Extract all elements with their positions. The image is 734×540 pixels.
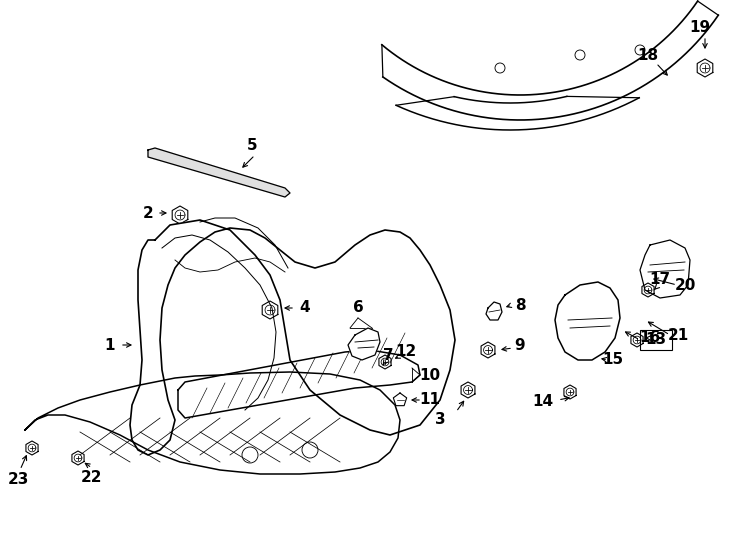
Text: 17: 17 <box>650 273 671 287</box>
Text: 15: 15 <box>603 353 624 368</box>
Text: 23: 23 <box>7 472 29 488</box>
Text: 13: 13 <box>645 333 666 348</box>
Polygon shape <box>486 302 502 320</box>
Text: 2: 2 <box>142 206 153 220</box>
Text: 14: 14 <box>532 395 553 409</box>
Bar <box>640 330 672 350</box>
Text: 1: 1 <box>105 338 115 353</box>
Text: 9: 9 <box>515 338 526 353</box>
Text: 10: 10 <box>419 368 440 382</box>
Text: 21: 21 <box>667 327 688 342</box>
Text: 5: 5 <box>247 138 258 152</box>
Text: 19: 19 <box>689 21 711 36</box>
Polygon shape <box>178 350 420 418</box>
Polygon shape <box>640 240 690 298</box>
Text: 4: 4 <box>299 300 310 315</box>
Text: 22: 22 <box>81 470 103 485</box>
Text: 8: 8 <box>515 298 526 313</box>
Text: 18: 18 <box>637 48 658 63</box>
Text: 16: 16 <box>639 330 661 346</box>
Polygon shape <box>348 328 380 360</box>
Text: 3: 3 <box>435 413 446 428</box>
Polygon shape <box>148 148 290 197</box>
Polygon shape <box>555 282 620 360</box>
Text: 20: 20 <box>675 278 696 293</box>
Text: 11: 11 <box>420 393 440 408</box>
Text: 12: 12 <box>396 345 417 360</box>
Polygon shape <box>25 372 400 474</box>
Polygon shape <box>130 220 455 455</box>
Text: 7: 7 <box>382 348 393 362</box>
Text: 6: 6 <box>352 300 363 315</box>
